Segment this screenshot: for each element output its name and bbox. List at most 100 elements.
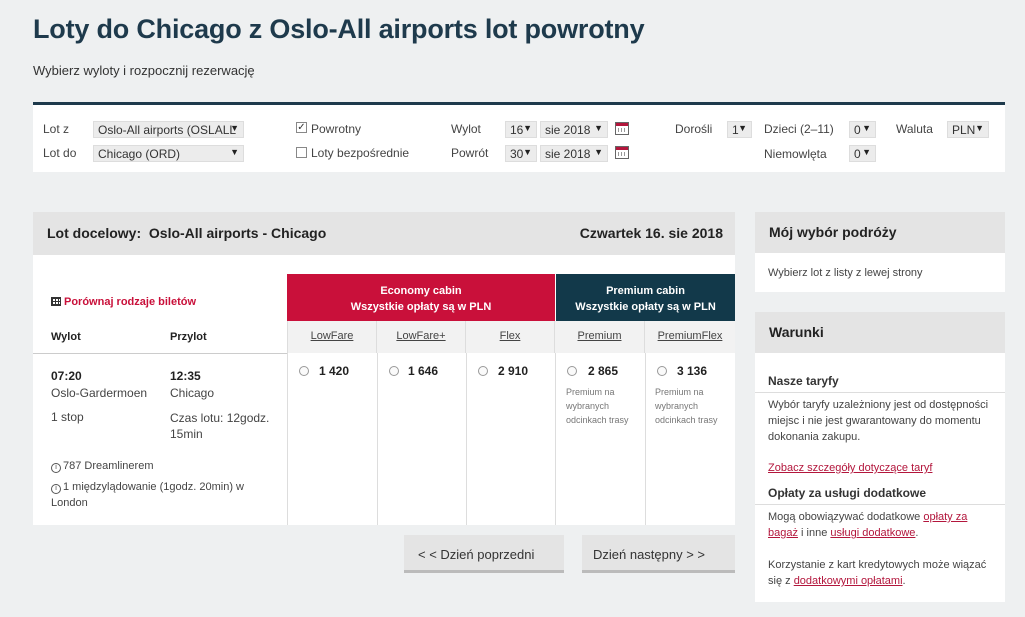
currency-select[interactable]: PLN ▼: [947, 121, 989, 138]
extra-charges-link[interactable]: dodatkowymi opłatami: [793, 575, 903, 587]
to-value: Chicago (ORD): [98, 147, 181, 161]
fare-header-premium[interactable]: Premium: [555, 321, 645, 353]
fare-radio-premium[interactable]: [567, 366, 577, 376]
table-icon: [51, 297, 61, 306]
dropdown-arrow-icon: ▼: [594, 147, 603, 157]
children-select[interactable]: 0 ▼: [849, 121, 876, 138]
next-day-button[interactable]: Dzień następny > >: [582, 535, 735, 573]
price-premium: 2 865: [588, 364, 619, 378]
route-date: Czwartek 16. sie 2018: [579, 225, 723, 241]
fees-text-3: .: [915, 527, 919, 539]
return-month-value: sie 2018: [545, 147, 591, 161]
stops: 1 stop: [51, 410, 84, 424]
dropdown-arrow-icon: ▼: [523, 147, 532, 157]
fare-header-premiumflex[interactable]: PremiumFlex: [645, 321, 735, 353]
aircraft-text: 787 Dreamlinerem: [63, 460, 154, 472]
from-value: Oslo-All airports (OSLALL: [98, 123, 237, 137]
dropdown-arrow-icon: ▼: [523, 123, 532, 133]
direct-label: Loty bezpośrednie: [311, 146, 410, 160]
info-icon: i: [51, 484, 61, 494]
search-form: Lot z Oslo-All airports (OSLALL ▼ Lot do …: [33, 102, 1005, 172]
price-lowfare-plus: 1 646: [408, 364, 439, 378]
children-label: Dzieci (2–11): [764, 122, 834, 136]
return-label: Powrotny: [311, 122, 362, 136]
depart-label: Wylot: [451, 122, 481, 136]
aircraft-info[interactable]: i 787 Dreamlinerem: [51, 460, 153, 473]
divider: [645, 353, 646, 525]
card-text-body: Korzystanie z kart kredytowych może wiąz…: [768, 559, 987, 587]
premium-note: Premium na wybranych odcinkach trasy: [566, 387, 629, 425]
premium-cabin-title: Premium cabin: [606, 285, 685, 297]
depart-calendar-icon[interactable]: [615, 122, 629, 135]
divider: [755, 504, 1005, 505]
dropdown-arrow-icon: ▼: [738, 123, 747, 133]
fare-radio-lowfare-plus[interactable]: [389, 366, 399, 376]
layover-text: 1 międzylądowanie (1godz. 20min) w Londo…: [51, 481, 244, 509]
route-prefix: Lot docelowy:: [47, 225, 142, 241]
depart-month-value: sie 2018: [545, 123, 591, 137]
my-choice-text: Wybierz lot z listy z lewej strony: [768, 267, 923, 279]
tariffs-details-link[interactable]: Zobacz szczegóły dotyczące taryf: [768, 462, 933, 474]
from-label: Lot z: [43, 122, 70, 136]
adults-value: 1: [732, 123, 739, 137]
children-value: 0: [854, 123, 861, 137]
fare-radio-premiumflex[interactable]: [657, 366, 667, 376]
route-name: Oslo-All airports - Chicago: [148, 225, 327, 241]
return-day-value: 30: [510, 147, 524, 161]
fare-header-lowfare[interactable]: LowFare: [287, 321, 377, 353]
fare-header-lowfare-plus[interactable]: LowFare+: [377, 321, 466, 353]
return-day-select[interactable]: 30 ▼: [505, 145, 537, 162]
return-date-label: Powrót: [451, 146, 489, 160]
results-panel: Lot docelowy: Oslo-All airports - Chicag…: [33, 212, 735, 525]
economy-cabin-header: Economy cabin Wszystkie opłaty są w PLN: [287, 274, 555, 321]
depart-day-select[interactable]: 16 ▼: [505, 121, 537, 138]
terms-title: Warunki: [755, 312, 1005, 353]
dep-airport: Oslo-Gardermoen: [51, 386, 148, 400]
my-choice-title: Mój wybór podróży: [755, 212, 1005, 253]
infants-value: 0: [854, 147, 861, 161]
arr-time: 12:35: [170, 369, 201, 383]
tariffs-text: Wybór taryfy uzależniony jest od dostępn…: [768, 399, 989, 443]
depart-month-select[interactable]: sie 2018 ▼: [540, 121, 608, 138]
fees-text-2: i inne: [801, 527, 828, 539]
dropdown-arrow-icon: ▼: [862, 147, 871, 157]
baggage-fees-link[interactable]: opłaty za bagaż: [768, 511, 968, 539]
premium-cabin-note: Wszystkie opłaty są w PLN: [575, 301, 716, 313]
divider: [466, 353, 467, 525]
page-title: Loty do Chicago z Oslo-All airports lot …: [33, 14, 645, 44]
col-depart-header: Wylot: [51, 331, 81, 343]
direct-checkbox[interactable]: [296, 147, 307, 158]
results-header: Lot docelowy: Oslo-All airports - Chicag…: [33, 212, 735, 255]
premiumflex-note: Premium na wybranych odcinkach trasy: [655, 387, 718, 425]
divider: [755, 392, 1005, 393]
my-choice-panel: Mój wybór podróży Wybierz lot z listy z …: [755, 212, 1005, 292]
dropdown-arrow-icon: ▼: [594, 123, 603, 133]
dep-time: 07:20: [51, 369, 82, 383]
return-calendar-icon[interactable]: [615, 146, 629, 159]
to-select[interactable]: Chicago (ORD) ▼: [93, 145, 244, 162]
adults-select[interactable]: 1 ▼: [727, 121, 752, 138]
extra-services-link[interactable]: usługi dodatkowe: [830, 527, 916, 539]
infants-select[interactable]: 0 ▼: [849, 145, 876, 162]
fees-text-1: Mogą obowiązywać dodatkowe: [768, 511, 921, 523]
divider: [33, 353, 287, 354]
from-select[interactable]: Oslo-All airports (OSLALL ▼: [93, 121, 244, 138]
fare-radio-lowfare[interactable]: [299, 366, 309, 376]
depart-day-value: 16: [510, 123, 524, 137]
dropdown-arrow-icon: ▼: [230, 123, 239, 133]
return-checkbox[interactable]: ✓: [296, 122, 307, 133]
fare-radio-flex[interactable]: [478, 366, 488, 376]
to-label: Lot do: [43, 146, 77, 160]
compare-tickets-link[interactable]: Porównaj rodzaje biletów: [51, 296, 196, 308]
dropdown-arrow-icon: ▼: [230, 147, 239, 157]
prev-day-button[interactable]: < < Dzień poprzedni: [404, 535, 564, 573]
card-text-end: .: [902, 575, 906, 587]
duration: Czas lotu: 12godz. 15min: [170, 411, 270, 441]
return-month-select[interactable]: sie 2018 ▼: [540, 145, 608, 162]
price-lowfare: 1 420: [319, 364, 350, 378]
economy-cabin-title: Economy cabin: [380, 285, 462, 297]
fare-header-flex[interactable]: Flex: [466, 321, 555, 353]
info-icon: i: [51, 463, 61, 473]
arr-airport: Chicago: [170, 386, 215, 400]
